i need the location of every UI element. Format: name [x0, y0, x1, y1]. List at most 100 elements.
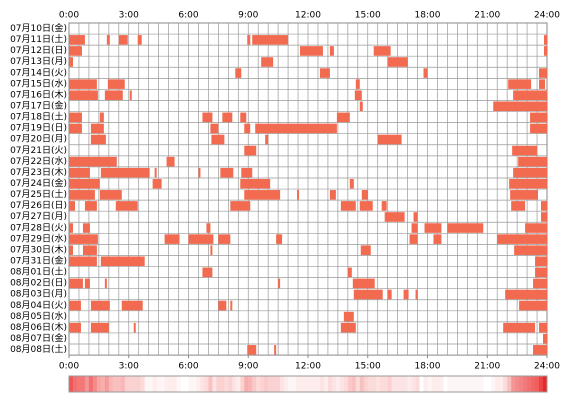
activity-segment	[107, 79, 125, 89]
density-cell	[363, 376, 369, 392]
density-cell	[69, 376, 74, 392]
activity-segment	[340, 322, 356, 333]
row-label: 08月01日(土)	[10, 266, 67, 278]
activity-segment	[336, 112, 350, 123]
activity-segment	[69, 79, 97, 89]
activity-segment	[377, 134, 402, 145]
density-cell	[104, 376, 110, 392]
row-label: 07月17日(金)	[10, 100, 67, 112]
activity-segment	[222, 112, 233, 123]
activity-segment	[381, 201, 387, 211]
density-cell	[419, 376, 425, 392]
activity-segment	[447, 223, 484, 233]
row-label: 07月15日(水)	[10, 77, 67, 89]
row-label: 07月20日(月)	[10, 134, 67, 145]
density-cell	[88, 376, 94, 392]
density-cell	[144, 376, 150, 392]
activity-segment	[211, 134, 225, 145]
row-label: 07月25日(土)	[10, 188, 67, 200]
row-label: 07月10日(金)	[10, 22, 67, 34]
activity-segment	[230, 201, 251, 211]
density-cell	[308, 376, 313, 392]
activity-segment	[218, 234, 231, 244]
activity-segment	[413, 212, 418, 222]
activity-segment	[235, 68, 242, 78]
activity-segment	[154, 167, 157, 178]
activity-segment	[82, 223, 90, 233]
activity-segment	[423, 68, 428, 78]
density-cell	[120, 376, 126, 392]
density-cell	[184, 376, 189, 392]
density-cell	[284, 376, 289, 392]
activity-segment	[121, 300, 143, 311]
density-cell	[335, 376, 341, 392]
row-label: 07月24日(金)	[10, 177, 67, 189]
activity-segment	[84, 278, 90, 289]
density-cell	[515, 376, 520, 392]
density-cell	[371, 376, 377, 392]
activity-segment	[69, 90, 98, 100]
density-cell	[136, 376, 142, 392]
x-tick-label: 9:00	[238, 362, 258, 372]
x-tick-label: 6:00	[178, 362, 198, 372]
density-cell	[176, 376, 182, 392]
density-cell	[331, 376, 337, 392]
activity-segment	[202, 267, 213, 278]
activity-segment	[403, 289, 409, 300]
density-cell	[72, 376, 78, 392]
activity-segment	[513, 167, 547, 178]
activity-segment	[69, 300, 81, 311]
x-tick-label: 9:00	[238, 11, 258, 21]
density-cell	[128, 376, 134, 392]
row-label: 08月02日(日)	[10, 278, 67, 289]
density-cell	[439, 376, 444, 392]
density-cell	[164, 376, 170, 392]
activity-segment	[69, 112, 82, 123]
activity-segment	[535, 267, 547, 278]
density-cell	[76, 376, 82, 392]
x-tick-label: 12:00	[295, 362, 321, 372]
activity-segment	[69, 256, 97, 267]
density-cell	[475, 376, 480, 392]
activity-segment	[415, 289, 418, 300]
density-frame	[68, 375, 548, 393]
activity-segment	[69, 123, 82, 134]
activity-segment	[497, 234, 547, 244]
activity-segment	[530, 112, 547, 123]
density-cell	[387, 376, 393, 392]
density-cell	[519, 376, 524, 392]
activity-segment	[90, 300, 110, 311]
x-tick-label: 0:00	[59, 362, 79, 372]
density-cell	[539, 376, 544, 392]
activity-segment	[69, 156, 117, 167]
density-cell	[240, 376, 245, 392]
row-label: 07月22日(水)	[10, 155, 67, 167]
activity-segment	[69, 57, 73, 67]
activity-segment	[329, 190, 336, 200]
activity-segment	[69, 201, 75, 211]
x-tick-label: 24:00	[534, 11, 560, 21]
x-tick-label: 18:00	[415, 362, 441, 372]
activity-segment	[240, 178, 271, 189]
density-cell	[463, 376, 468, 392]
density-cell	[535, 376, 540, 392]
density-cell	[140, 376, 146, 392]
activity-segment	[354, 90, 362, 100]
density-cell	[232, 376, 237, 392]
activity-segment	[104, 90, 123, 100]
activity-segment	[106, 35, 110, 45]
activity-segment	[265, 134, 269, 145]
density-cell	[288, 376, 293, 392]
x-tick-label: 21:00	[474, 362, 500, 372]
density-cell	[391, 376, 397, 392]
activity-segment	[274, 345, 277, 355]
activity-segment	[530, 123, 547, 134]
activity-segment	[118, 35, 128, 45]
activity-segment	[508, 79, 532, 89]
row-label: 07月31日(金)	[10, 255, 67, 267]
activity-segment	[503, 322, 536, 333]
row-label: 07月21日(火)	[10, 145, 67, 156]
density-cell	[268, 376, 273, 392]
activity-segment	[276, 234, 283, 244]
row-label: 07月14日(火)	[10, 67, 67, 78]
